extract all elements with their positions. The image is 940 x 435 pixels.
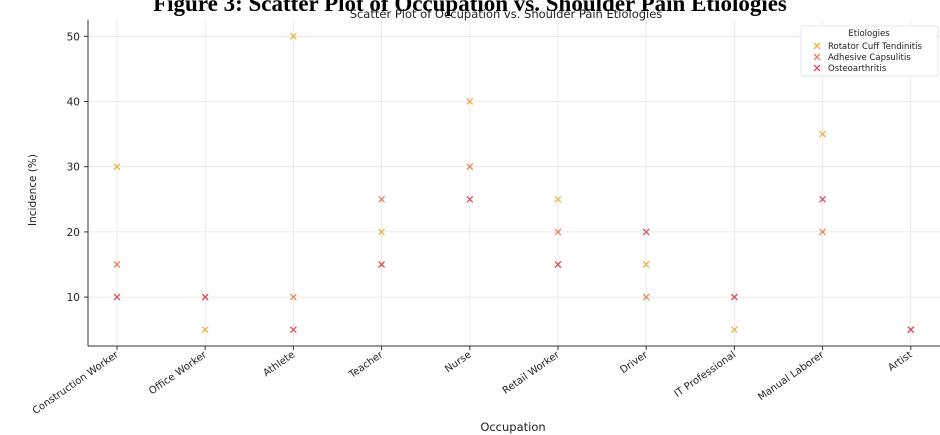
data-point: [289, 293, 297, 301]
data-point: [201, 326, 209, 334]
y-tick-label: 40: [67, 97, 80, 109]
legend-label: Osteoarthritis: [828, 64, 887, 74]
x-tick-label: Athlete: [261, 349, 297, 379]
legend-box: [800, 25, 939, 77]
y-ticks: 10 20 30 40 50: [67, 31, 88, 304]
data-point: [201, 293, 209, 301]
data-point: [466, 195, 474, 203]
x-tick-label: Office Worker: [147, 349, 209, 397]
y-tick-label: 50: [67, 31, 80, 43]
y-tick-label: 30: [67, 162, 80, 174]
data-point: [289, 32, 297, 40]
data-point: [378, 261, 386, 268]
data-point: [819, 130, 827, 138]
legend: Etiologies Rotator Cuff TendinitisAdhesi…: [800, 25, 939, 77]
y-axis-label: Incidence (%): [27, 154, 39, 226]
data-point: [642, 261, 650, 268]
data-point: [378, 228, 386, 236]
data-point: [378, 195, 386, 203]
legend-marker: [813, 53, 821, 61]
legend-label: Adhesive Capsulitis: [828, 53, 911, 63]
data-point: [113, 261, 121, 268]
data-point: [907, 326, 915, 334]
data-point: [554, 261, 562, 268]
data-point: [642, 228, 650, 236]
x-axis-label: Occupation: [480, 420, 545, 434]
y-tick-label: 10: [67, 292, 80, 304]
y-tick-label: 20: [67, 227, 80, 239]
data-point: [113, 163, 121, 171]
grid: [88, 20, 940, 346]
x-tick-label: Retail Worker: [501, 349, 563, 397]
data-points: [113, 32, 915, 334]
x-tick-label: Manual Laborer: [756, 349, 827, 403]
figure-caption: Figure 3: Scatter Plot of Occupation vs.…: [153, 0, 787, 16]
data-point: [819, 228, 827, 236]
data-point: [554, 195, 562, 203]
x-ticks: Construction Worker Office Worker Athlete T…: [31, 346, 915, 417]
legend-label: Rotator Cuff Tendinitis: [828, 42, 922, 52]
data-point: [466, 163, 474, 171]
x-tick-label: Nurse: [443, 349, 473, 375]
x-tick-label: IT Professional: [673, 349, 739, 400]
legend-title: Etiologies: [848, 29, 890, 39]
data-point: [554, 228, 562, 236]
axes: [87, 20, 940, 347]
data-point: [466, 98, 474, 105]
x-tick-label: Teacher: [346, 349, 386, 381]
data-point: [289, 326, 297, 334]
data-point: [819, 195, 827, 203]
x-tick-label: Driver: [618, 349, 650, 376]
x-tick-label: Construction Worker: [31, 349, 122, 417]
data-point: [113, 293, 121, 301]
data-point: [730, 326, 738, 334]
data-point: [642, 293, 650, 301]
legend-marker: [813, 42, 821, 50]
legend-marker: [813, 64, 821, 72]
x-tick-label: Artist: [886, 349, 914, 373]
data-point: [730, 293, 738, 301]
chart-title: Scatter Plot of Occupation vs. Shoulder …: [350, 7, 663, 21]
